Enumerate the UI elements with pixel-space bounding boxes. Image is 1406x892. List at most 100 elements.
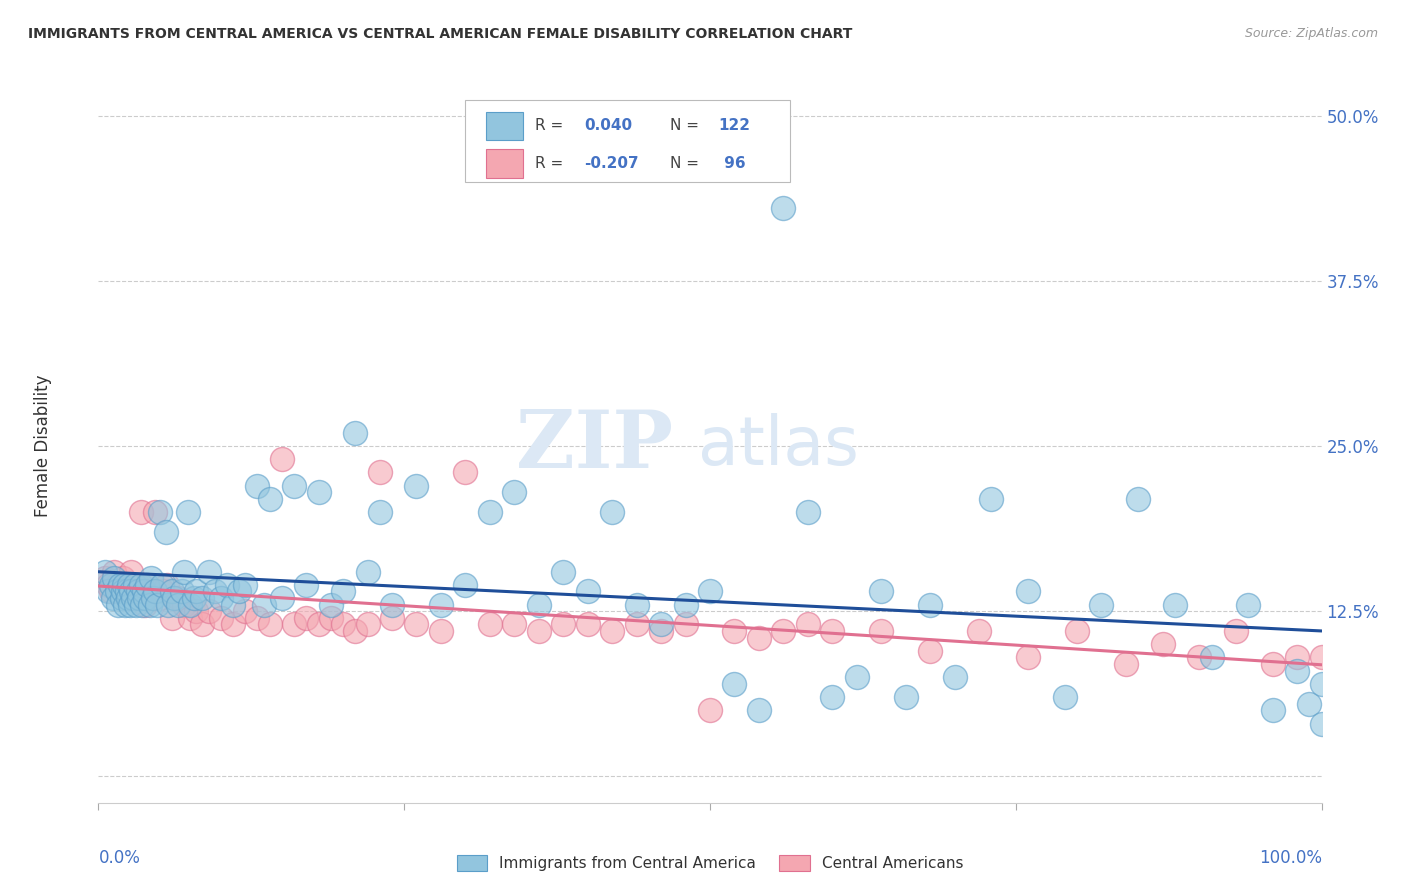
Point bbox=[1066, 624, 1088, 638]
Point bbox=[319, 598, 342, 612]
Point bbox=[356, 565, 378, 579]
Point bbox=[576, 617, 599, 632]
Point bbox=[111, 571, 134, 585]
Point bbox=[114, 598, 136, 612]
Point bbox=[527, 598, 550, 612]
Point bbox=[115, 584, 138, 599]
Point bbox=[600, 505, 623, 519]
Point bbox=[920, 644, 942, 658]
Point bbox=[920, 598, 942, 612]
Point bbox=[626, 617, 648, 632]
Point bbox=[626, 598, 648, 612]
Point bbox=[209, 591, 232, 605]
Point bbox=[527, 624, 550, 638]
Point bbox=[1017, 584, 1039, 599]
Point bbox=[772, 201, 794, 215]
Point bbox=[127, 584, 149, 599]
Point bbox=[124, 584, 146, 599]
Point bbox=[134, 598, 156, 612]
Point bbox=[183, 591, 205, 605]
Point bbox=[163, 591, 186, 605]
Point bbox=[576, 584, 599, 599]
Point bbox=[121, 591, 143, 605]
Point bbox=[259, 491, 281, 506]
Point bbox=[105, 584, 128, 599]
Point bbox=[478, 617, 501, 632]
Point bbox=[699, 703, 721, 717]
Point bbox=[1298, 697, 1320, 711]
Point bbox=[93, 565, 115, 579]
Point bbox=[118, 584, 141, 599]
Bar bbox=[486, 112, 523, 140]
Point bbox=[149, 591, 172, 605]
Text: 0.0%: 0.0% bbox=[98, 849, 141, 867]
Point bbox=[143, 505, 166, 519]
Text: IMMIGRANTS FROM CENTRAL AMERICA VS CENTRAL AMERICAN FEMALE DISABILITY CORRELATIO: IMMIGRANTS FROM CENTRAL AMERICA VS CENTR… bbox=[28, 27, 852, 41]
Text: Female Disability: Female Disability bbox=[34, 375, 52, 517]
Point bbox=[97, 578, 120, 592]
Point bbox=[139, 571, 162, 585]
Point bbox=[1188, 650, 1211, 665]
Text: N =: N = bbox=[669, 119, 703, 134]
Point bbox=[179, 598, 201, 612]
Point bbox=[97, 584, 120, 599]
Point bbox=[233, 604, 256, 618]
Point bbox=[675, 598, 697, 612]
Point bbox=[283, 478, 305, 492]
Point bbox=[124, 578, 146, 592]
Point bbox=[118, 578, 141, 592]
Point bbox=[553, 565, 575, 579]
Point bbox=[120, 598, 142, 612]
Point bbox=[1090, 598, 1112, 612]
Point bbox=[160, 611, 183, 625]
Point bbox=[270, 591, 294, 605]
Point bbox=[139, 598, 162, 612]
Point bbox=[101, 591, 124, 605]
Point bbox=[246, 611, 269, 625]
Point bbox=[821, 690, 844, 704]
Point bbox=[308, 485, 330, 500]
Point bbox=[503, 485, 526, 500]
Point bbox=[204, 584, 226, 599]
Point bbox=[1201, 650, 1223, 665]
Point bbox=[967, 624, 990, 638]
Point bbox=[332, 617, 354, 632]
Point bbox=[179, 611, 201, 625]
Point bbox=[845, 670, 868, 684]
Text: 100.0%: 100.0% bbox=[1258, 849, 1322, 867]
Point bbox=[215, 578, 238, 592]
Point bbox=[1017, 650, 1039, 665]
Point bbox=[128, 591, 150, 605]
Legend: Immigrants from Central America, Central Americans: Immigrants from Central America, Central… bbox=[450, 849, 970, 877]
Point bbox=[136, 578, 159, 592]
Point bbox=[93, 571, 115, 585]
Point bbox=[191, 591, 214, 605]
Point bbox=[1261, 657, 1284, 671]
Point bbox=[191, 617, 214, 632]
Point bbox=[112, 578, 135, 592]
Point bbox=[134, 591, 156, 605]
Point bbox=[120, 565, 142, 579]
Text: 96: 96 bbox=[718, 156, 745, 171]
Point bbox=[149, 505, 172, 519]
Point bbox=[246, 478, 269, 492]
Text: atlas: atlas bbox=[697, 413, 859, 479]
Point bbox=[283, 617, 305, 632]
Point bbox=[143, 584, 166, 599]
Point bbox=[103, 565, 125, 579]
Point bbox=[108, 584, 131, 599]
Point bbox=[114, 578, 136, 592]
Point bbox=[252, 598, 274, 612]
Point bbox=[430, 624, 453, 638]
Point bbox=[650, 617, 672, 632]
Point bbox=[1128, 491, 1150, 506]
Text: -0.207: -0.207 bbox=[583, 156, 638, 171]
Point bbox=[478, 505, 501, 519]
Point bbox=[197, 565, 219, 579]
Point bbox=[222, 598, 245, 612]
Point bbox=[699, 584, 721, 599]
Point bbox=[170, 584, 193, 599]
Point bbox=[110, 578, 132, 592]
Text: 0.040: 0.040 bbox=[583, 119, 633, 134]
Point bbox=[100, 578, 122, 592]
